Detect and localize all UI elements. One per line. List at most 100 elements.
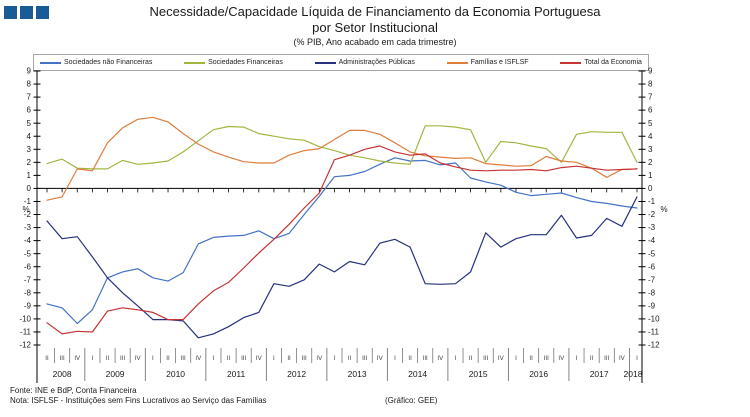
legend-item-1: Sociedades não Financeiras (40, 59, 152, 66)
x-quarter-label: I (455, 355, 457, 362)
chart-subtitle: (% PIB, Ano acabado em cada trimestre) (293, 36, 457, 47)
x-year-label: 2012 (287, 369, 306, 379)
source-note: Fonte: INE e BdP, Conta Financeira (10, 386, 137, 395)
y-tick-label-left: 9 (27, 67, 32, 76)
y-tick-label-left: 1 (27, 171, 32, 180)
x-year-label: 2014 (408, 369, 427, 379)
y-tick-label-right: -4 (648, 236, 656, 245)
legend-swatch-5 (560, 61, 582, 64)
x-year-label: 2008 (53, 369, 72, 379)
y-tick-label-left: 8 (27, 80, 32, 89)
y-tick-label-right: 7 (648, 93, 653, 102)
chart-line-3 (46, 196, 638, 339)
y-tick-label-right: 4 (648, 132, 653, 141)
x-quarter-label: II (469, 355, 473, 362)
y-tick-label-left: 5 (27, 119, 32, 128)
x-quarter-label: I (152, 355, 154, 362)
y-tick-label-left: -2 (24, 210, 32, 219)
x-quarter-label: IV (437, 355, 444, 362)
x-year-label: 2009 (106, 369, 125, 379)
chart-title-line1: Necessidade/Capacidade Líquida de Financ… (149, 4, 601, 19)
chart-title-line2: por Setor Institucional (312, 19, 438, 35)
x-quarter-label: IV (195, 355, 202, 362)
logo-square-2 (20, 6, 33, 19)
chart-line-2 (46, 125, 638, 170)
y-tick-label-right: 0 (648, 184, 653, 193)
y-tick-label-right: -11 (648, 328, 660, 337)
x-year-label: 2018 (624, 369, 643, 379)
x-quarter-label: III (302, 355, 307, 362)
x-quarter-label: III (362, 355, 367, 362)
x-year-label: 2011 (227, 369, 246, 379)
credit-note: (Gráfico: GEE) (385, 396, 438, 405)
x-quarter-label: II (348, 355, 352, 362)
x-year-label: 2016 (529, 369, 548, 379)
y-tick-label-right: -12 (648, 341, 660, 350)
x-quarter-label: III (604, 355, 609, 362)
logo-square-1 (4, 6, 17, 19)
x-quarter-label: IV (256, 355, 263, 362)
y-tick-label-left: 2 (27, 158, 32, 167)
y-tick-label-right: -5 (648, 249, 656, 258)
y-tick-label-right: -10 (648, 315, 660, 324)
chart-svg: -12 -12-11 -11-10 -10-9 -9-8 -8-7 -7-6 -6-5 -5-4… (19, 67, 668, 383)
title-block: Necessidade/Capacidade Líquida de Financ… (60, 4, 690, 48)
y-axis-unit-right: % (660, 205, 667, 214)
legend-swatch-4 (446, 61, 468, 64)
x-quarter-label: I (515, 355, 517, 362)
x-quarter-label: II (166, 355, 170, 362)
y-tick-label-right: 5 (648, 119, 653, 128)
y-tick-label-right: 8 (648, 80, 653, 89)
x-year-label: 2013 (348, 369, 367, 379)
y-axis-unit-left: % (22, 205, 29, 214)
y-tick-label-right: -2 (648, 210, 656, 219)
y-tick-label-left: -8 (24, 288, 32, 297)
y-tick-label-right: 1 (648, 171, 653, 180)
y-tick-label-right: 9 (648, 67, 653, 76)
legend-item-5: Total da Economia (560, 59, 642, 66)
legend-label-3: Administrações Públicas (338, 59, 415, 66)
chart-line-4 (46, 116, 638, 201)
x-quarter-label: I (394, 355, 396, 362)
x-quarter-label: II (45, 355, 49, 362)
y-tick-label-left: -3 (24, 223, 32, 232)
y-tick-label-right: -9 (648, 301, 656, 310)
y-tick-label-right: -8 (648, 288, 656, 297)
y-tick-label-right: 2 (648, 158, 653, 167)
x-quarter-label: I (636, 355, 638, 362)
x-quarter-label: II (227, 355, 231, 362)
legend-label-2: Sociedades Financeiras (208, 59, 283, 66)
isflsf-note: Nota: ISFLSF - Instituições sem Fins Luc… (10, 396, 267, 406)
x-year-label: 2010 (166, 369, 185, 379)
x-quarter-label: II (408, 355, 412, 362)
x-quarter-label: IV (135, 355, 142, 362)
x-quarter-label: I (213, 355, 215, 362)
chart-line-1 (46, 157, 638, 325)
legend-label-4: Famílias e ISFLSF (470, 59, 529, 66)
legend-item-3: Administrações Públicas (314, 59, 415, 66)
y-tick-label-left: -11 (20, 328, 32, 337)
y-tick-label-right: -6 (648, 262, 656, 271)
legend-swatch-3 (314, 61, 336, 64)
y-tick-label-left: -5 (24, 249, 32, 258)
legend-swatch-1 (40, 61, 61, 64)
y-tick-label-right: -1 (648, 197, 656, 206)
y-tick-label-left: -1 (24, 197, 32, 206)
x-quarter-label: III (60, 355, 65, 362)
legend-item-4: Famílias e ISFLSF (446, 59, 529, 66)
y-tick-label-left: -4 (24, 236, 32, 245)
gee-logo (4, 6, 49, 19)
x-quarter-label: II (106, 355, 110, 362)
logo-square-3 (36, 6, 49, 19)
x-quarter-label: III (181, 355, 186, 362)
footer-notes: Fonte: INE e BdP, Conta Financeira Nota:… (10, 386, 267, 407)
y-tick-label-left: 4 (27, 132, 32, 141)
x-quarter-label: III (120, 355, 125, 362)
y-tick-label-left: -10 (19, 315, 31, 324)
x-quarter-label: IV (619, 355, 626, 362)
x-quarter-label: III (483, 355, 488, 362)
x-quarter-label: IV (558, 355, 565, 362)
legend-label-5: Total da Economia (584, 59, 642, 66)
legend-label-1: Sociedades não Financeiras (64, 59, 153, 66)
